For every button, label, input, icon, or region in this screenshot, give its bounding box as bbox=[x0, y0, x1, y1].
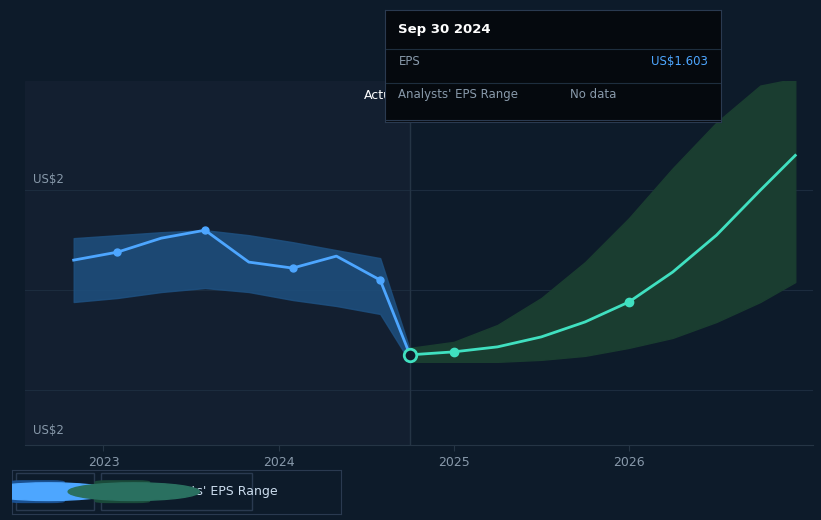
Text: Analysts Forecasts: Analysts Forecasts bbox=[417, 88, 534, 101]
Text: EPS: EPS bbox=[398, 55, 420, 68]
Bar bbox=[25, 81, 410, 445]
Text: US$2: US$2 bbox=[34, 173, 64, 186]
Circle shape bbox=[68, 483, 200, 500]
Text: Analysts' EPS Range: Analysts' EPS Range bbox=[150, 485, 277, 498]
Text: No data: No data bbox=[570, 88, 617, 101]
FancyBboxPatch shape bbox=[9, 480, 65, 503]
Text: US$2: US$2 bbox=[34, 424, 64, 437]
Text: Actual: Actual bbox=[364, 88, 403, 101]
Text: EPS: EPS bbox=[65, 485, 88, 498]
FancyBboxPatch shape bbox=[16, 473, 94, 510]
Text: Analysts' EPS Range: Analysts' EPS Range bbox=[398, 88, 518, 101]
Text: US$1.603: US$1.603 bbox=[651, 55, 708, 68]
FancyBboxPatch shape bbox=[94, 480, 150, 503]
Circle shape bbox=[0, 483, 114, 500]
FancyBboxPatch shape bbox=[101, 473, 252, 510]
Text: Sep 30 2024: Sep 30 2024 bbox=[398, 23, 491, 36]
